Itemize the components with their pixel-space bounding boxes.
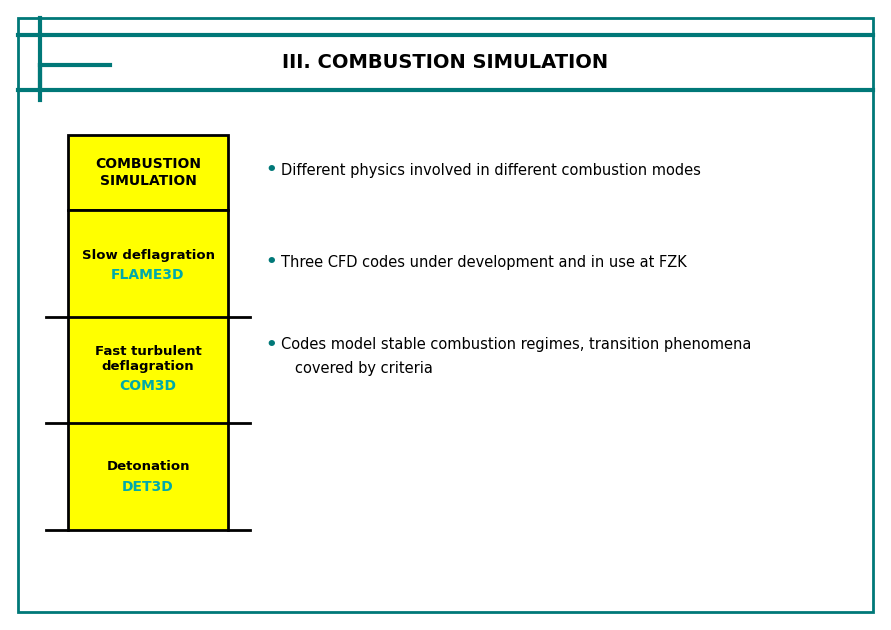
Text: •: • xyxy=(265,336,276,354)
Text: •: • xyxy=(265,253,276,271)
Text: COM3D: COM3D xyxy=(119,379,176,393)
Text: covered by criteria: covered by criteria xyxy=(295,360,433,375)
Text: COMBUSTION
SIMULATION: COMBUSTION SIMULATION xyxy=(95,158,201,188)
Bar xyxy=(68,135,228,210)
Text: Detonation: Detonation xyxy=(106,460,190,473)
Text: Fast turbulent: Fast turbulent xyxy=(94,345,201,358)
Text: FLAME3D: FLAME3D xyxy=(111,268,184,282)
Text: Slow deflagration: Slow deflagration xyxy=(81,249,215,262)
Text: Different physics involved in different combustion modes: Different physics involved in different … xyxy=(281,163,701,178)
Text: Codes model stable combustion regimes, transition phenomena: Codes model stable combustion regimes, t… xyxy=(281,338,751,353)
Bar xyxy=(68,210,228,530)
Text: DET3D: DET3D xyxy=(122,479,174,493)
Text: III. COMBUSTION SIMULATION: III. COMBUSTION SIMULATION xyxy=(282,52,608,71)
Text: deflagration: deflagration xyxy=(102,360,194,374)
Text: •: • xyxy=(265,161,276,179)
Text: Three CFD codes under development and in use at FZK: Three CFD codes under development and in… xyxy=(281,255,687,270)
